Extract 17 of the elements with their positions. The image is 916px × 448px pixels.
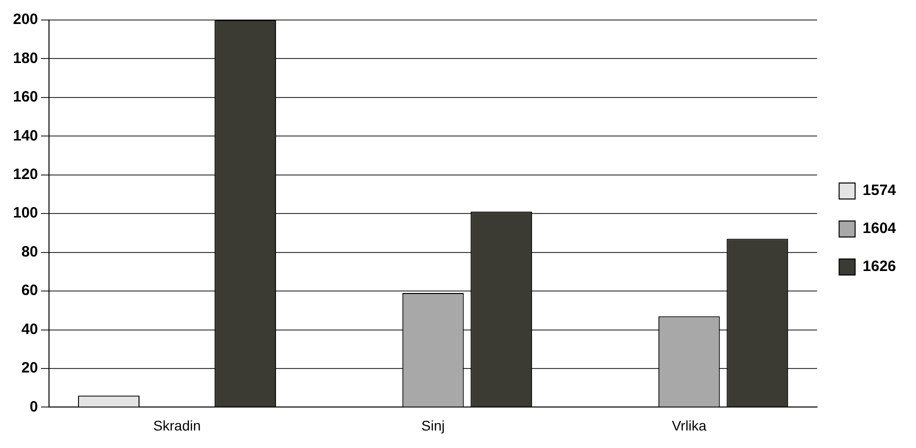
y-tick-label: 200 bbox=[12, 11, 38, 28]
x-tick-label: Skradin bbox=[153, 417, 201, 434]
y-tick-label: 0 bbox=[30, 398, 38, 416]
y-tick-label: 20 bbox=[21, 360, 38, 377]
x-tick-label: Sinj bbox=[421, 417, 445, 434]
y-tick-label: 60 bbox=[21, 282, 38, 300]
y-tick-label: 40 bbox=[21, 320, 38, 338]
y-tick-label: 100 bbox=[12, 204, 38, 222]
legend-label: 1626 bbox=[862, 258, 896, 276]
y-tick-label: 120 bbox=[12, 166, 38, 184]
y-tick-label: 140 bbox=[12, 127, 38, 144]
y-tick-label: 160 bbox=[12, 88, 38, 106]
legend-label: 1604 bbox=[862, 220, 897, 238]
x-tick-label: Vrlika bbox=[672, 417, 707, 434]
legend-label: 1574 bbox=[862, 182, 897, 200]
y-tick-label: 180 bbox=[12, 50, 38, 67]
y-tick-label: 80 bbox=[21, 243, 38, 260]
